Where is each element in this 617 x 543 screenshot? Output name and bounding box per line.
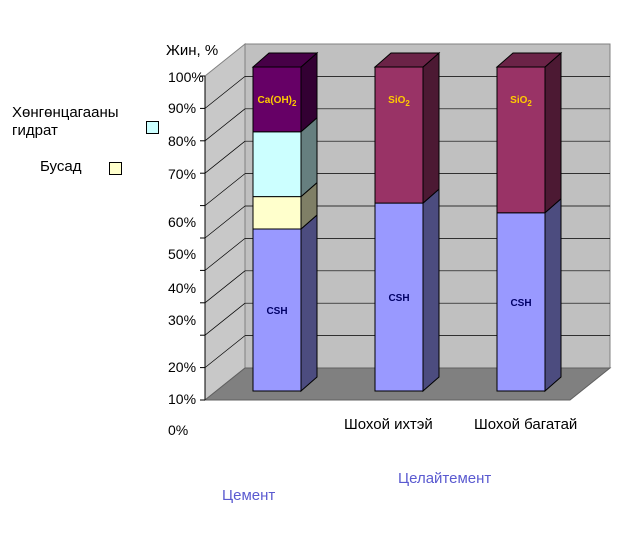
group-label: Целайтемент [398,470,492,487]
legend-label: Бусад [40,158,82,175]
gridline [204,335,246,368]
category-label: Шохой багатай [474,416,578,433]
gridline [204,205,246,239]
legend-label: Хөнгөнцагааны [12,104,119,121]
y-tick-label: 50% [168,246,197,262]
legend-label: гидрат [12,122,58,139]
gridline [204,76,246,109]
gridline [204,108,246,142]
y-tick-label: 30% [168,312,197,328]
y-tick-label: 0% [168,422,189,438]
bar-segment [374,202,424,392]
group-label: Цемент [222,487,276,504]
gridline [204,302,246,336]
y-tick-label: 70% [168,166,197,182]
bar-segment [252,66,302,133]
bar-segment [496,66,546,214]
y-tick-label: 10% [168,391,197,407]
bar-side [422,51,440,205]
bar-top [495,52,563,68]
bar-segment [252,131,302,198]
legend-swatch [109,162,122,175]
category-label: Шохой ихтэй [344,416,433,433]
bar-segment [252,228,302,392]
data-label: CSH [388,293,409,304]
bar-side [300,213,318,393]
data-label: SiO2 [388,95,410,108]
y-tick-label: 60% [168,214,197,230]
bar-side [544,51,562,214]
bar-side [544,197,562,393]
gridline [204,238,246,271]
y-axis-title: Жин, % [166,42,219,59]
y-tick-label: 20% [168,359,197,375]
bar-segment [496,212,546,392]
data-label: SiO2 [510,95,532,108]
bar-segment [252,196,302,230]
bar-segment [374,66,424,204]
gridline [204,270,246,304]
data-label: CSH [266,306,287,317]
y-tick-label: 100% [168,69,204,85]
legend-swatch [146,121,159,134]
y-tick-label: 90% [168,100,197,116]
gridline [204,173,246,206]
data-label: Ca(OH)2 [258,95,297,108]
y-tick-label: 40% [168,280,197,296]
bar-side [422,187,440,393]
y-tick-label: 80% [168,133,197,149]
bar-top [373,52,441,68]
bar-top [251,52,319,68]
gridline [204,140,246,174]
data-label: CSH [510,298,531,309]
